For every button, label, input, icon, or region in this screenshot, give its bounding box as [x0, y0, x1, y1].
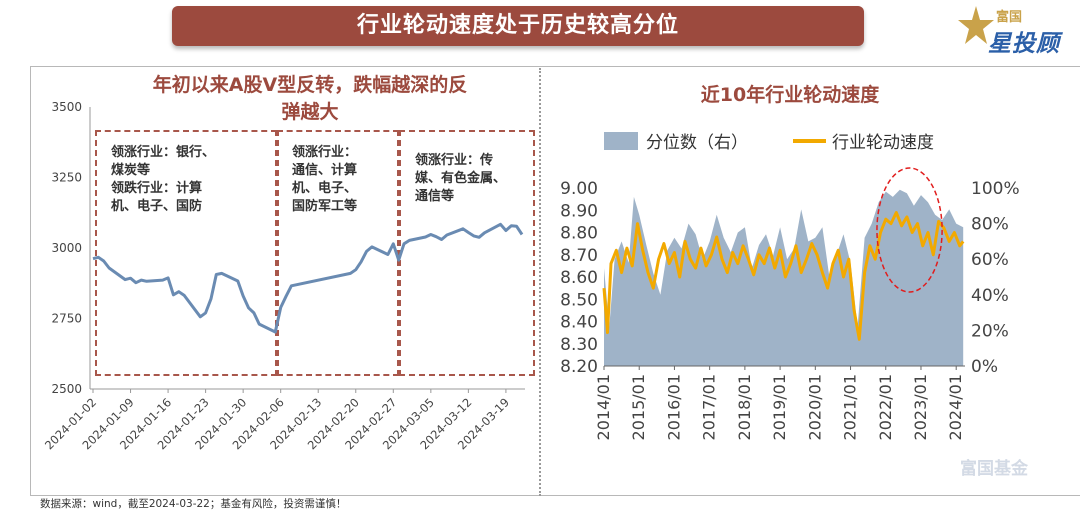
star-icon — [958, 6, 994, 44]
source-note: 数据来源：wind，截至2024-03-22；基金有风险，投资需谨慎！ — [40, 498, 347, 510]
y-right-tick-label: 40% — [971, 286, 1009, 306]
left-chart-title-line-2: 弹越大 — [281, 101, 339, 123]
x-tick-label: 2017/01 — [700, 374, 719, 440]
period-note-1-line: 领跌行业：计算 — [111, 181, 203, 196]
period-box-1 — [95, 130, 277, 376]
period-note-1-line: 领涨行业：银行、 — [111, 145, 216, 160]
left-chart: 250027503000325035002024-01-022024-01-09… — [42, 100, 525, 452]
period-note-2-line: 国防军工等 — [292, 199, 358, 214]
x-tick-label: 2016/01 — [664, 374, 683, 440]
x-tick-label: 2024/01 — [946, 374, 965, 440]
left-chart-title-line-1: 年初以来A股V型反转，跌幅越深的反 — [152, 74, 468, 96]
y-left-tick-label: 9.00 — [560, 179, 598, 199]
highlight-ellipse — [876, 167, 943, 293]
y-right-tick-label: 100% — [971, 179, 1020, 199]
y-left-tick-label: 8.90 — [560, 201, 598, 221]
right-chart-title: 近10年行业轮动速度 — [700, 84, 880, 106]
y-right-tick-label: 0% — [971, 357, 998, 377]
period-note-1-line: 煤炭等 — [111, 163, 151, 178]
y-tick-label: 2750 — [51, 312, 82, 326]
brand-logo-top: 富国 — [996, 10, 1023, 25]
y-tick-label: 3000 — [51, 241, 82, 255]
period-note-2-line: 通信、计算 — [292, 163, 358, 178]
x-tick-label: 2023/01 — [911, 374, 930, 440]
y-left-tick-label: 8.70 — [560, 246, 598, 266]
y-tick-label: 2500 — [51, 382, 82, 396]
y-left-tick-label: 8.20 — [560, 357, 598, 377]
x-tick-label: 2019/01 — [770, 374, 789, 440]
brand-logo: 富国 星投顾 — [958, 4, 1072, 57]
period-note-3-line: 通信等 — [415, 189, 455, 204]
percentile-area — [604, 189, 964, 366]
legend-label-percentile: 分位数（右） — [646, 133, 748, 153]
period-note-3-line: 媒、有色金属、 — [415, 171, 507, 186]
rotation-speed-line — [602, 211, 965, 341]
legend-swatch-percentile — [604, 132, 638, 150]
period-note-3: 领涨行业：传 媒、有色金属、 通信等 — [415, 152, 530, 206]
y-left-tick-label: 8.50 — [560, 290, 598, 310]
legend-label-speed: 行业轮动速度 — [832, 133, 934, 153]
x-tick-label: 2020/01 — [805, 374, 824, 440]
period-note-2-line: 领涨行业： — [292, 145, 358, 160]
y-right-tick-label: 20% — [971, 321, 1009, 341]
y-left-tick-label: 8.80 — [560, 224, 598, 244]
brand-logo-main: 星投顾 — [988, 31, 1060, 57]
y-left-tick-label: 8.60 — [560, 268, 598, 288]
period-note-2-line: 机、电子、 — [292, 181, 358, 196]
x-tick-label: 2022/01 — [876, 374, 895, 440]
x-tick-label: 2014/01 — [594, 374, 613, 440]
x-tick-label: 2018/01 — [735, 374, 754, 440]
period-note-1: 领涨行业：银行、 煤炭等 领跌行业：计算 机、电子、国防 — [111, 144, 261, 216]
period-note-2: 领涨行业： 通信、计算 机、电子、 国防军工等 — [292, 144, 392, 216]
x-tick-label: 2015/01 — [629, 374, 648, 440]
period-note-1-line: 机、电子、国防 — [111, 199, 203, 214]
y-left-tick-label: 8.40 — [560, 313, 598, 333]
index-line — [92, 222, 524, 334]
x-tick-label: 2021/01 — [841, 374, 860, 440]
period-box-2 — [277, 130, 399, 376]
y-right-tick-label: 60% — [971, 250, 1009, 270]
chart-panel-frame — [30, 66, 1080, 496]
page-title: 行业轮动速度处于历史较高分位 — [172, 6, 864, 46]
y-left-tick-label: 8.30 — [560, 335, 598, 355]
period-note-3-line: 领涨行业：传 — [415, 153, 494, 168]
watermark: 富国基金 — [960, 459, 1028, 479]
y-right-tick-label: 80% — [971, 215, 1009, 235]
panel-divider — [539, 68, 541, 496]
left-chart-title: 年初以来A股V型反转，跌幅越深的反 弹越大 — [100, 72, 520, 126]
y-tick-label: 3250 — [51, 171, 82, 185]
y-tick-label: 3500 — [51, 100, 82, 114]
